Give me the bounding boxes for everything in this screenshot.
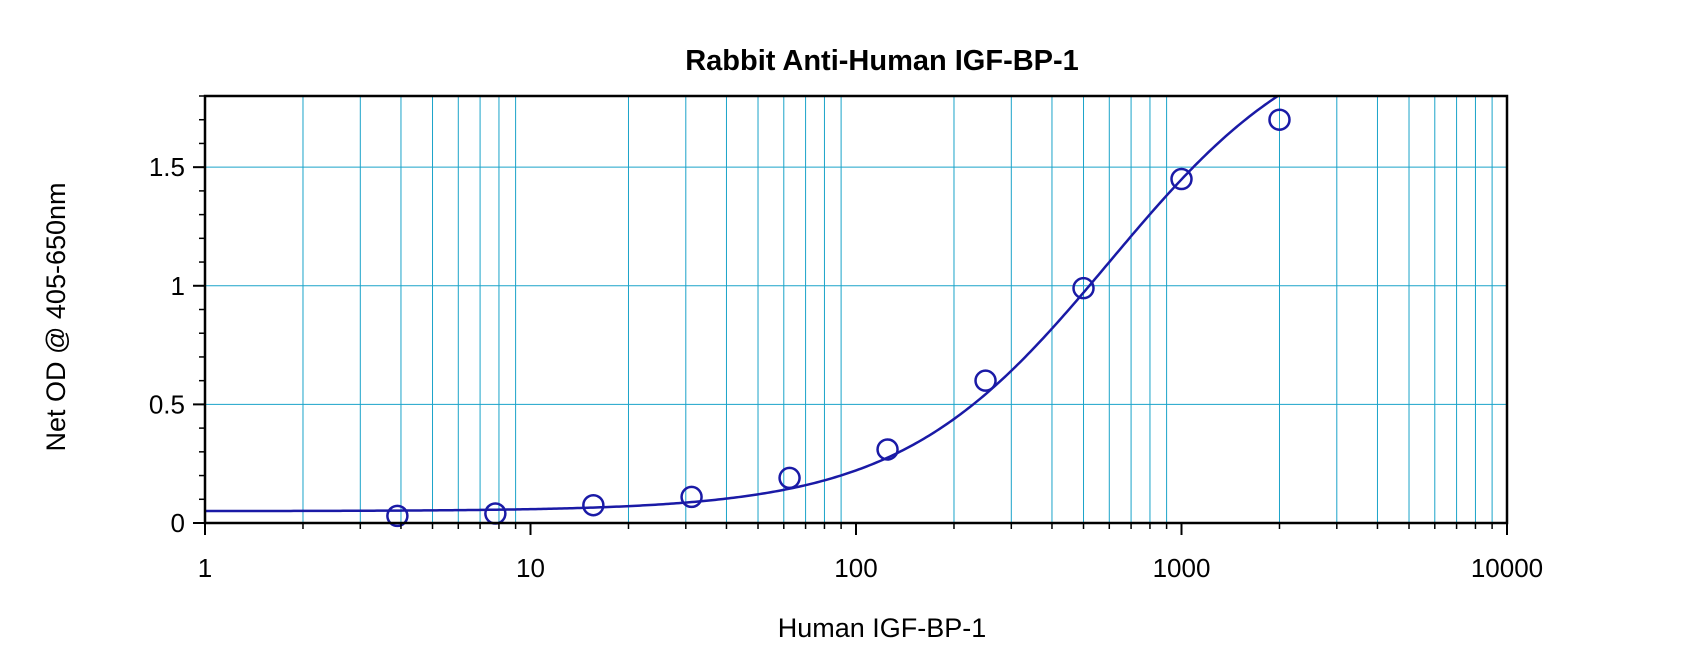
data-point <box>582 493 605 517</box>
data-point <box>778 466 801 490</box>
grid <box>205 96 1507 523</box>
y-axis-label: Net OD @ 405-650nm <box>41 182 71 451</box>
x-tick-label: 1 <box>198 553 212 583</box>
fit-curve <box>205 94 1279 513</box>
chart-title: Rabbit Anti-Human IGF-BP-1 <box>685 45 1079 77</box>
data-points <box>386 108 1291 528</box>
data-point <box>1170 167 1193 191</box>
data-point <box>1268 108 1291 131</box>
tick-labels: 1 10 100 1000 10000 0 0.5 1 1.5 <box>149 152 1543 583</box>
data-point <box>484 502 507 525</box>
data-point <box>974 369 997 392</box>
x-tick-label: 100 <box>834 553 877 583</box>
x-tick-label: 1000 <box>1153 553 1211 583</box>
y-tick-label: 0 <box>171 508 185 538</box>
x-axis-label: Human IGF-BP-1 <box>778 613 987 643</box>
data-point <box>386 504 409 528</box>
plot-frame <box>203 94 1509 525</box>
y-tick-label: 1 <box>171 271 185 301</box>
data-point <box>1072 276 1095 300</box>
data-point <box>876 438 899 461</box>
x-tick-label: 10 <box>516 553 545 583</box>
fit-curve-group <box>205 94 1279 513</box>
axes <box>193 94 1509 535</box>
data-point <box>680 485 703 509</box>
y-tick-label: 0.5 <box>149 389 185 419</box>
y-tick-label: 1.5 <box>149 152 185 182</box>
x-tick-label: 10000 <box>1471 553 1543 583</box>
